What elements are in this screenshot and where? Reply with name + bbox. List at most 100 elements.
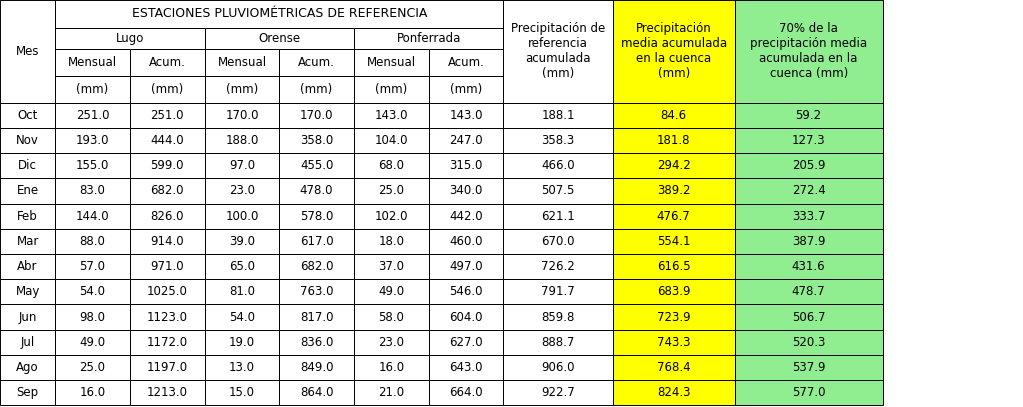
Bar bbox=[354, 254, 429, 279]
Text: 294.2: 294.2 bbox=[657, 159, 691, 172]
Text: (mm): (mm) bbox=[226, 83, 258, 96]
Bar bbox=[55, 355, 130, 380]
Text: 25.0: 25.0 bbox=[80, 361, 105, 374]
Bar bbox=[55, 49, 130, 76]
Bar bbox=[0, 330, 55, 355]
Bar bbox=[735, 204, 883, 229]
Text: Ene: Ene bbox=[16, 184, 39, 197]
Bar bbox=[279, 128, 354, 153]
Bar bbox=[0, 229, 55, 254]
Bar bbox=[503, 0, 613, 103]
Text: Acum.: Acum. bbox=[298, 56, 336, 69]
Bar bbox=[354, 229, 429, 254]
Bar bbox=[130, 103, 205, 128]
Text: 193.0: 193.0 bbox=[76, 134, 109, 147]
Text: 58.0: 58.0 bbox=[379, 311, 404, 324]
Bar bbox=[205, 153, 279, 178]
Text: 859.8: 859.8 bbox=[541, 311, 575, 324]
Text: 460.0: 460.0 bbox=[449, 235, 483, 248]
Text: (mm): (mm) bbox=[151, 83, 183, 96]
Bar bbox=[0, 153, 55, 178]
Bar bbox=[205, 279, 279, 304]
Text: 23.0: 23.0 bbox=[229, 184, 255, 197]
Text: 617.0: 617.0 bbox=[300, 235, 333, 248]
Bar bbox=[205, 49, 279, 76]
Bar bbox=[735, 103, 883, 128]
Text: 723.9: 723.9 bbox=[657, 311, 691, 324]
Text: 683.9: 683.9 bbox=[657, 285, 691, 298]
Bar bbox=[735, 304, 883, 330]
Bar bbox=[279, 380, 354, 405]
Text: 81.0: 81.0 bbox=[229, 285, 255, 298]
Bar bbox=[205, 380, 279, 405]
Bar bbox=[130, 76, 205, 103]
Text: Mensual: Mensual bbox=[217, 56, 267, 69]
Bar bbox=[55, 76, 130, 103]
Text: (mm): (mm) bbox=[77, 83, 108, 96]
Text: 1172.0: 1172.0 bbox=[146, 336, 188, 349]
Text: 817.0: 817.0 bbox=[300, 311, 333, 324]
Text: Ponferrada: Ponferrada bbox=[397, 32, 460, 45]
Text: 1197.0: 1197.0 bbox=[146, 361, 188, 374]
Text: 520.3: 520.3 bbox=[792, 336, 826, 349]
Bar bbox=[205, 229, 279, 254]
Bar bbox=[613, 279, 735, 304]
Text: Precipitación
media acumulada
en la cuenca
(mm): Precipitación media acumulada en la cuen… bbox=[621, 22, 726, 80]
Text: 389.2: 389.2 bbox=[657, 184, 691, 197]
Text: Lugo: Lugo bbox=[116, 32, 144, 45]
Bar bbox=[735, 229, 883, 254]
Bar bbox=[503, 153, 613, 178]
Text: 155.0: 155.0 bbox=[76, 159, 109, 172]
Bar bbox=[279, 254, 354, 279]
Bar bbox=[735, 153, 883, 178]
Bar bbox=[55, 153, 130, 178]
Bar bbox=[429, 330, 503, 355]
Text: 824.3: 824.3 bbox=[657, 386, 691, 399]
Bar bbox=[429, 128, 503, 153]
Text: (mm): (mm) bbox=[301, 83, 332, 96]
Bar bbox=[130, 178, 205, 204]
Bar bbox=[503, 229, 613, 254]
Bar bbox=[735, 254, 883, 279]
Bar bbox=[0, 178, 55, 204]
Bar bbox=[613, 128, 735, 153]
Text: 49.0: 49.0 bbox=[80, 336, 105, 349]
Text: 914.0: 914.0 bbox=[150, 235, 184, 248]
Text: 57.0: 57.0 bbox=[80, 260, 105, 273]
Text: 1213.0: 1213.0 bbox=[146, 386, 188, 399]
Text: 387.9: 387.9 bbox=[792, 235, 826, 248]
Text: Precipitación de
referencia
acumulada
(mm): Precipitación de referencia acumulada (m… bbox=[510, 22, 606, 80]
Text: 577.0: 577.0 bbox=[792, 386, 826, 399]
Bar bbox=[279, 304, 354, 330]
Bar bbox=[613, 103, 735, 128]
Bar bbox=[613, 355, 735, 380]
Bar bbox=[55, 330, 130, 355]
Bar bbox=[429, 103, 503, 128]
Bar bbox=[429, 355, 503, 380]
Text: 83.0: 83.0 bbox=[80, 184, 105, 197]
Bar bbox=[354, 204, 429, 229]
Text: 444.0: 444.0 bbox=[150, 134, 184, 147]
Bar bbox=[130, 380, 205, 405]
Bar bbox=[55, 103, 130, 128]
Text: Oct: Oct bbox=[17, 109, 38, 122]
Bar bbox=[613, 330, 735, 355]
Bar bbox=[0, 380, 55, 405]
Text: 70% de la
precipitación media
acumulada en la
cuenca (mm): 70% de la precipitación media acumulada … bbox=[750, 22, 868, 80]
Bar bbox=[503, 254, 613, 279]
Text: 906.0: 906.0 bbox=[541, 361, 575, 374]
Bar bbox=[735, 279, 883, 304]
Text: 65.0: 65.0 bbox=[229, 260, 255, 273]
Text: 554.1: 554.1 bbox=[657, 235, 691, 248]
Text: 59.2: 59.2 bbox=[796, 109, 821, 122]
Text: Mes: Mes bbox=[16, 45, 39, 58]
Text: 16.0: 16.0 bbox=[80, 386, 105, 399]
Text: 466.0: 466.0 bbox=[541, 159, 575, 172]
Text: Jun: Jun bbox=[18, 311, 37, 324]
Text: 682.0: 682.0 bbox=[150, 184, 184, 197]
Text: Acum.: Acum. bbox=[148, 56, 186, 69]
Bar bbox=[354, 304, 429, 330]
Text: 251.0: 251.0 bbox=[76, 109, 109, 122]
Text: 922.7: 922.7 bbox=[541, 386, 575, 399]
Bar bbox=[0, 304, 55, 330]
